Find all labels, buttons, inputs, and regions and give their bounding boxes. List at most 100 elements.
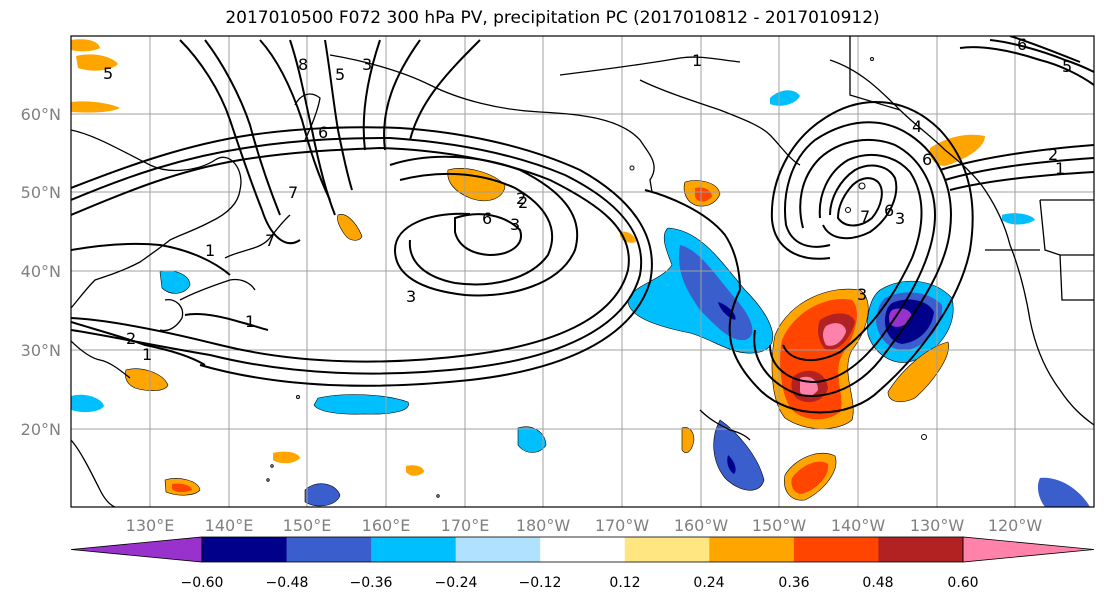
pos-precip-core-9 xyxy=(172,483,192,493)
colorbar-tick-label: −0.36 xyxy=(350,575,393,591)
colorbar-segment xyxy=(455,537,541,562)
lon-label: 170°W xyxy=(595,516,650,535)
lon-label: 120°W xyxy=(988,516,1043,535)
pos-precip-core-2 xyxy=(791,461,829,494)
pos-precip-area-3 xyxy=(887,341,949,403)
latitude-labels: 60°N 50°N 40°N 30°N 20°N xyxy=(21,105,61,439)
svg-text:3: 3 xyxy=(510,215,520,234)
neg-precip-area-8 xyxy=(71,394,104,413)
pos-precip-area-12 xyxy=(406,465,424,476)
svg-text:6: 6 xyxy=(318,123,328,142)
svg-text:5: 5 xyxy=(335,65,345,84)
svg-text:1: 1 xyxy=(692,51,702,70)
colorbar-extend-low xyxy=(70,536,203,563)
svg-text:5: 5 xyxy=(1062,57,1072,76)
lat-label: 50°N xyxy=(21,183,61,202)
svg-text:6: 6 xyxy=(482,209,492,228)
lon-label: 140°E xyxy=(205,516,254,535)
lon-label: 150°E xyxy=(283,516,332,535)
lon-label: 160°E xyxy=(362,516,411,535)
svg-text:6: 6 xyxy=(922,150,932,169)
map-border xyxy=(70,35,1095,508)
svg-text:1: 1 xyxy=(142,345,152,364)
lon-label: 170°E xyxy=(441,516,490,535)
colorbar-outline xyxy=(201,536,964,563)
lon-label: 150°W xyxy=(752,516,807,535)
colorbar-tick-label: 0.12 xyxy=(609,575,640,591)
lon-label: 160°W xyxy=(674,516,729,535)
neg-precip-peak-4 xyxy=(727,455,736,474)
lon-label: 130°W xyxy=(910,516,965,535)
colorbar-tick-label: 0.36 xyxy=(778,575,809,591)
pos-precip-area-4 xyxy=(447,168,506,202)
svg-text:1: 1 xyxy=(245,312,255,331)
svg-text:5: 5 xyxy=(103,64,113,83)
colorbar-segment xyxy=(202,537,288,562)
neg-precip-area-6 xyxy=(304,483,341,507)
colorbar xyxy=(70,536,1095,563)
map-title: 2017010500 F072 300 hPa PV, precipitatio… xyxy=(225,8,880,28)
svg-text:3: 3 xyxy=(406,287,416,306)
lon-label: 180°W xyxy=(516,516,571,535)
pos-precip-area-10 xyxy=(681,427,695,453)
lon-label: 130°E xyxy=(126,516,175,535)
pos-precip-area-14 xyxy=(71,39,100,52)
svg-text:3: 3 xyxy=(895,209,905,228)
colorbar-tick-label: 0.24 xyxy=(693,575,724,591)
colorbar-segment xyxy=(286,537,372,562)
lat-label: 30°N xyxy=(21,341,61,360)
svg-text:3: 3 xyxy=(362,55,372,74)
svg-text:6: 6 xyxy=(884,201,894,220)
lon-label: 140°W xyxy=(831,516,886,535)
colorbar-segment xyxy=(624,537,710,562)
contour-labels: 5 8 5 3 6 7 1 2 1 7 6 3 2 3 1 1 6 2 2 1 … xyxy=(103,35,1072,364)
colorbar-tick-label: −0.60 xyxy=(181,575,224,591)
colorbar-segment xyxy=(371,537,457,562)
svg-text:8: 8 xyxy=(298,55,308,74)
svg-text:7: 7 xyxy=(288,183,298,202)
svg-text:2: 2 xyxy=(516,189,526,208)
pv-contours xyxy=(71,36,1094,414)
coastlines xyxy=(71,36,1094,507)
svg-text:2: 2 xyxy=(518,193,528,212)
colorbar-extend-high xyxy=(962,536,1095,563)
neg-precip-area-11 xyxy=(770,90,800,106)
svg-text:3: 3 xyxy=(857,285,867,304)
longitude-labels: 130°E 140°E 150°E 160°E 170°E 180°W 170°… xyxy=(126,516,1043,535)
pos-precip-area-7 xyxy=(337,214,363,241)
map-grid xyxy=(71,36,1094,507)
svg-text:1: 1 xyxy=(205,241,215,260)
lat-label: 20°N xyxy=(21,420,61,439)
colorbar-tick-label: −0.12 xyxy=(519,575,562,591)
colorbar-segment xyxy=(709,537,795,562)
svg-text:6: 6 xyxy=(1017,35,1027,54)
svg-text:7: 7 xyxy=(265,231,275,250)
colorbar-tick-label: 0.60 xyxy=(947,575,978,591)
colorbar-tick-label: 0.48 xyxy=(862,575,893,591)
pos-precip-area-15 xyxy=(76,54,118,71)
colorbar-segment xyxy=(878,537,964,562)
neg-precip-area-4 xyxy=(713,419,765,491)
svg-text:4: 4 xyxy=(912,117,922,136)
lat-label: 60°N xyxy=(21,105,61,124)
colorbar-segment xyxy=(793,537,879,562)
svg-text:2: 2 xyxy=(126,329,136,348)
islands xyxy=(266,57,927,498)
pos-precip-area-11 xyxy=(273,451,300,464)
neg-precip-area-3 xyxy=(313,394,409,415)
svg-text:1: 1 xyxy=(1055,159,1065,178)
svg-text:7: 7 xyxy=(860,207,870,226)
pos-precip-area-16 xyxy=(71,101,120,113)
svg-text:2: 2 xyxy=(1048,145,1058,164)
neg-precip-area-9 xyxy=(1037,477,1090,507)
colorbar-tick-label: −0.24 xyxy=(435,575,478,591)
pos-precip-core-5 xyxy=(695,187,712,202)
pos-precip-area-6 xyxy=(929,134,985,166)
lat-label: 40°N xyxy=(21,262,61,281)
colorbar-tick-labels: −0.60 −0.48 −0.36 −0.24 −0.12 0.12 0.24 … xyxy=(181,575,979,591)
neg-precip-area-10 xyxy=(1002,213,1035,225)
precipitation-shading xyxy=(71,90,1090,507)
neg-precip-max-2 xyxy=(888,308,912,327)
neg-precip-area-5 xyxy=(517,426,547,453)
